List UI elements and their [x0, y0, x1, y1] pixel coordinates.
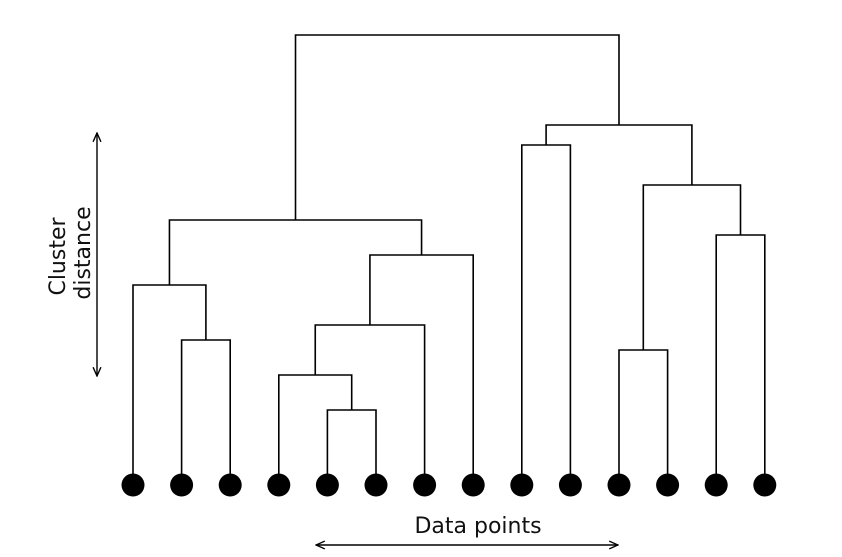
data-point-p6 [364, 473, 388, 497]
cluster-distance-label-line-1: Cluster [46, 217, 71, 296]
data-point-p10 [558, 473, 582, 497]
merge-link-a [180, 339, 231, 485]
dendrogram-links [132, 34, 766, 485]
data-points-label: Data points [414, 514, 541, 539]
merge-link-l [545, 124, 693, 185]
merge-link-e [314, 324, 426, 485]
data-point-p1 [121, 473, 145, 497]
merge-link-k [642, 184, 742, 350]
cluster-distance-label: Cluster distance [46, 206, 96, 299]
data-point-p5 [315, 473, 339, 497]
data-point-p2 [170, 473, 194, 497]
data-point-p8 [461, 473, 485, 497]
merge-link-i [618, 349, 669, 485]
merge-link-b [132, 284, 207, 485]
data-point-p13 [704, 473, 728, 497]
data-point-p12 [656, 473, 680, 497]
merge-link-g [168, 219, 423, 285]
merge-link-m [294, 34, 620, 220]
merge-link-f [369, 254, 474, 485]
merge-link-h [521, 144, 572, 485]
data-point-p9 [510, 473, 534, 497]
merge-link-j [715, 234, 766, 485]
data-point-p4 [267, 473, 291, 497]
cluster-distance-label-line-2: distance [71, 206, 96, 299]
data-point-p11 [607, 473, 631, 497]
data-point-markers [121, 473, 777, 497]
data-point-p3 [218, 473, 242, 497]
data-point-p7 [413, 473, 437, 497]
merge-link-c [326, 409, 377, 485]
data-point-p14 [753, 473, 777, 497]
merge-link-d [278, 374, 353, 485]
